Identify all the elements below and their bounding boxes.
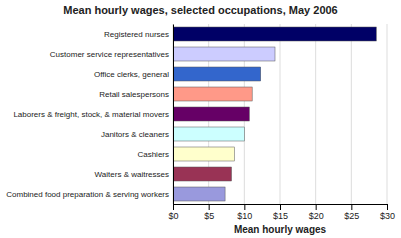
x-tick: $30 [380,204,395,221]
x-tick-mark [209,204,210,210]
x-tick-mark [316,204,317,210]
y-tick-label: Waiters & waitresses [95,170,169,179]
x-tick: $20 [309,204,324,221]
x-tick-mark [280,204,281,210]
y-axis: Combined food preparation & serving work… [6,25,173,205]
bar [173,187,225,201]
grid-line [173,24,174,204]
x-tick-mark [351,204,352,210]
x-axis-label: Mean hourly wages [234,224,327,235]
x-tick: $5 [204,204,214,221]
x-tick-mark [173,204,174,210]
x-tick: $0 [168,204,178,221]
bar [173,87,252,101]
title: Mean hourly wages, selected occupations,… [63,4,338,16]
y-tick: Retail salespersons [99,90,169,99]
y-tick-label: Office clerks, general [94,70,169,79]
bar [173,127,244,141]
grid [173,24,387,204]
bar [173,27,376,41]
x-tick: $25 [344,204,359,221]
y-tick: Combined food preparation & serving work… [6,190,169,199]
grid-line [280,24,281,204]
bar [173,167,231,181]
x-axis: $0 $5 $10 $15 $20 $25 $30 [168,204,395,221]
grid-line [351,24,352,204]
x-tick: $10 [237,204,252,221]
y-tick-label: Combined food preparation & serving work… [6,190,169,199]
y-tick-label: Registered nurses [104,30,169,39]
plot: Combined food preparation & serving work… [6,24,395,221]
y-tick: Laborers & freight, stock, & material mo… [13,110,169,119]
chart-svg: Mean hourly wages, selected occupations,… [0,0,401,238]
y-tick: Registered nurses [104,30,169,39]
y-tick-label: Customer service representatives [50,50,169,59]
domain [174,205,388,211]
x-tick-mark [244,204,245,210]
grid-line [315,24,316,204]
y-tick-label: Janitors & cleaners [101,130,169,139]
bars [173,27,376,201]
y-tick: Janitors & cleaners [101,130,169,139]
y-tick: Waiters & waitresses [95,170,169,179]
x-tick-label: $30 [380,211,395,221]
x-tick-label: $15 [273,211,288,221]
x-tick-label: $0 [168,211,178,221]
x-tick-mark [387,204,388,210]
y-tick-label: Laborers & freight, stock, & material mo… [13,110,169,119]
y-tick: Cashiers [137,150,169,159]
y-tick-label: Retail salespersons [99,90,169,99]
x-tick-label: $20 [309,211,324,221]
y-tick-label: Cashiers [137,150,169,159]
y-tick: Office clerks, general [94,70,169,79]
x-tick: $15 [273,204,288,221]
x-tick-label: $5 [204,211,214,221]
x-tick-label: $25 [344,211,359,221]
x-tick-label: $10 [237,211,252,221]
bar [173,107,249,121]
bar [173,47,275,61]
y-tick: Customer service representatives [50,50,169,59]
domain [173,25,174,205]
bar [173,67,261,81]
chart-container: Mean hourly wages, selected occupations,… [0,0,401,238]
bar [173,147,234,161]
grid-line [387,24,388,204]
